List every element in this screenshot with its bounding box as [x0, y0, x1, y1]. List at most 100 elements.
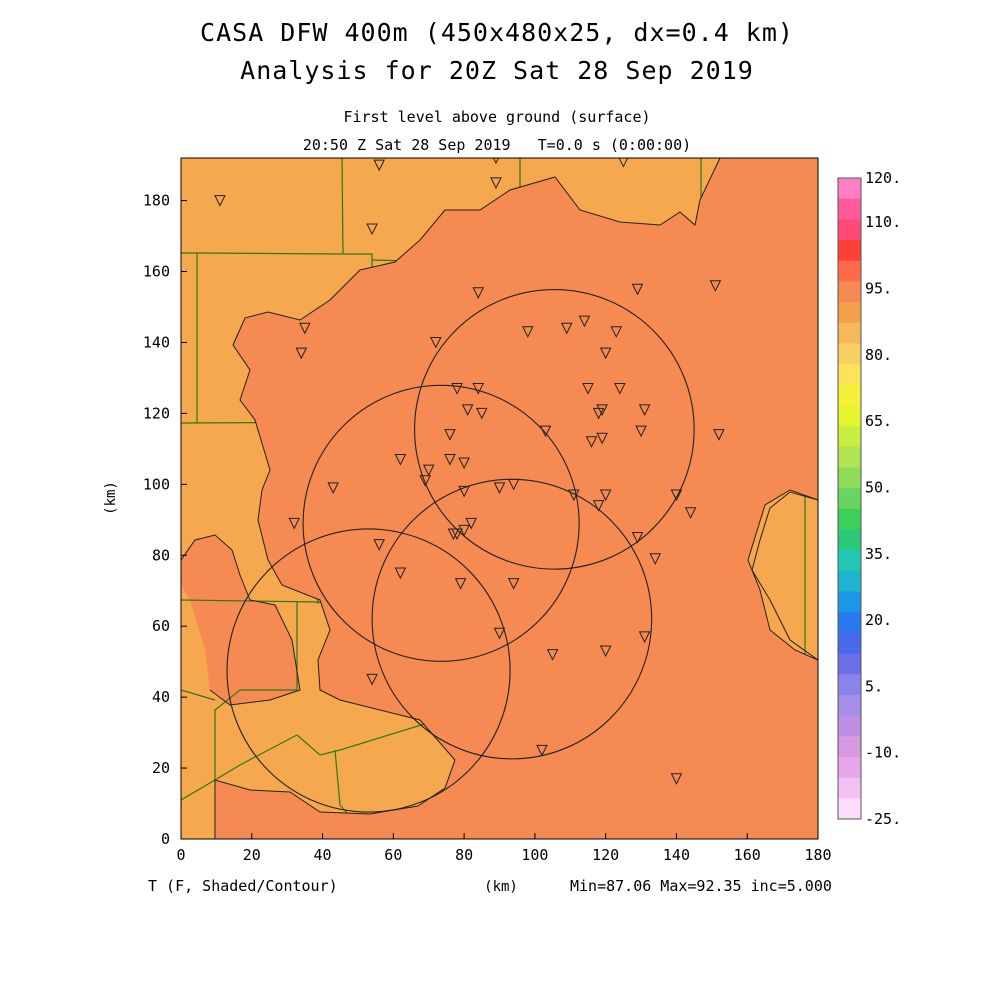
colorbar-swatch [838, 653, 861, 675]
colorbar-swatch [838, 426, 861, 448]
cool-temperature-region-east [752, 492, 818, 660]
colorbar-swatch [838, 777, 861, 799]
station-marker [614, 383, 626, 395]
station-marker [592, 500, 605, 512]
station-marker [472, 287, 485, 299]
colorbar-label: -25. [865, 810, 901, 828]
colorbar-labels: 120. 110. 95. 80. 65. 50. 35. 20. 5. -10. -25. [865, 169, 901, 828]
y-tick-label: 160 [143, 263, 170, 281]
x-tick-label: 160 [734, 846, 761, 864]
map-plot-area [181, 158, 818, 839]
station-marker [599, 489, 612, 502]
time-label: 20:50 Z Sat 28 Sep 2019 T=0.0 s (0:00:00… [303, 136, 691, 154]
station-marker [522, 326, 534, 338]
colorbar-swatch [838, 756, 861, 779]
station-marker [560, 322, 573, 335]
cool-temperature-region-north [640, 168, 700, 225]
station-marker [451, 383, 463, 395]
station-marker [546, 649, 559, 661]
stats-label: Min=87.06 Max=92.35 inc=5.000 [570, 877, 832, 895]
station-marker [493, 482, 506, 494]
station-marker [394, 453, 407, 466]
station-marker [599, 645, 612, 658]
x-tick-label: 80 [455, 846, 473, 864]
station-marker [507, 578, 520, 590]
title-line-2: Analysis for 20Z Sat 28 Sep 2019 [240, 56, 754, 85]
colorbar-label: 120. [865, 169, 901, 187]
station-marker [461, 404, 474, 416]
x-tick-label: 20 [243, 846, 261, 864]
station-marker [419, 475, 431, 487]
colorbar-label: 20. [865, 611, 892, 629]
colorbar-swatch [838, 364, 861, 386]
radar-range-ring [226, 528, 511, 813]
station-marker [366, 223, 378, 236]
x-axis-ticks: 0 20 40 60 80 100 120 140 160 180 [176, 833, 832, 864]
colorbar-label: 50. [865, 478, 892, 496]
colorbar-label: 65. [865, 412, 892, 430]
colorbar [837, 177, 862, 820]
station-marker [684, 507, 697, 519]
station-marker [578, 315, 591, 328]
colorbar-swatch [838, 570, 861, 593]
y-tick-label: 140 [143, 333, 170, 351]
colorbar-label: 95. [865, 280, 892, 298]
y-axis-ticks: 0 20 40 60 80 100 120 140 160 180 [143, 192, 187, 848]
colorbar-swatch [838, 405, 861, 427]
x-tick-label: 100 [521, 846, 548, 864]
station-marker [596, 404, 608, 416]
station-marker [493, 627, 506, 640]
station-marker [454, 578, 467, 590]
station-marker [472, 383, 485, 395]
colorbar-swatch [838, 240, 861, 262]
y-tick-label: 100 [143, 475, 170, 493]
temperature-contours [181, 158, 818, 839]
station-marker [327, 482, 339, 494]
station-marker [373, 159, 385, 172]
station-marker [568, 489, 580, 502]
y-tick-label: 0 [161, 830, 170, 848]
x-tick-label: 140 [663, 846, 690, 864]
station-marker [631, 283, 644, 296]
colorbar-swatch [838, 694, 861, 717]
level-label: First level above ground (surface) [343, 108, 650, 126]
station-marker [447, 528, 460, 541]
x-tick-label: 120 [592, 846, 619, 864]
station-marker [631, 532, 644, 544]
station-marker [299, 322, 311, 335]
colorbar-swatch [838, 384, 861, 406]
colorbar-label: 110. [865, 213, 901, 231]
station-marker [288, 517, 301, 530]
colorbar-label: 5. [865, 677, 883, 695]
station-marker [295, 347, 308, 360]
y-axis-label: (km) [103, 481, 119, 515]
x-tick-label: 40 [314, 846, 332, 864]
station-marker [596, 432, 608, 445]
colorbar-swatch [838, 198, 861, 220]
colorbar-swatch [838, 632, 861, 655]
colorbar-swatch [838, 281, 861, 303]
colorbar-swatch [838, 446, 861, 468]
y-tick-label: 40 [152, 688, 170, 706]
radar-range-ring [302, 384, 580, 662]
station-marker [582, 383, 594, 395]
station-marker [490, 177, 502, 189]
colorbar-label: 35. [865, 545, 892, 563]
colorbar-frame [837, 177, 862, 820]
station-marker [458, 485, 470, 498]
y-tick-label: 60 [152, 617, 170, 635]
station-marker [422, 464, 435, 477]
colorbar-swatch [838, 715, 861, 737]
colorbar-label: -10. [865, 744, 901, 762]
x-axis-label: (km) [484, 879, 518, 895]
station-marker [373, 539, 385, 551]
station-marker [214, 195, 226, 207]
station-marker [618, 158, 629, 168]
colorbar-swatch [838, 529, 861, 551]
station-marker [592, 407, 605, 420]
colorbar-swatch [838, 508, 861, 531]
x-tick-label: 60 [384, 846, 402, 864]
station-marker [394, 567, 407, 580]
colorbar-swatch [838, 322, 861, 344]
colorbar-swatch [838, 178, 861, 200]
